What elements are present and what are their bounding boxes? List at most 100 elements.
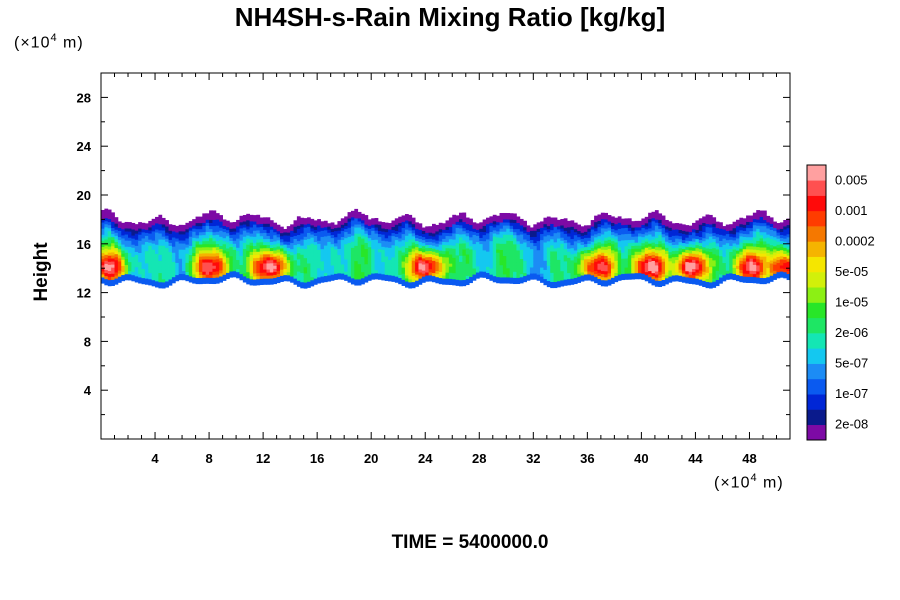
field-cell (668, 257, 673, 262)
field-cell (269, 232, 274, 236)
field-cell (219, 242, 223, 246)
field-cell (708, 233, 713, 237)
field-cell (209, 237, 213, 242)
field-cell (698, 273, 703, 277)
field-cell (550, 235, 554, 240)
field-cell (624, 267, 629, 271)
field-cell (462, 224, 467, 229)
field-cell (320, 224, 325, 228)
field-cell (719, 246, 723, 251)
field-cell (523, 226, 527, 231)
field-cell (175, 250, 180, 254)
field-cell (776, 253, 781, 257)
field-cell (442, 229, 446, 233)
field-cell (506, 261, 511, 266)
field-cell (273, 244, 278, 248)
field-cell (455, 224, 460, 228)
field-cell (114, 235, 119, 239)
field-cell (374, 275, 379, 280)
field-cell (756, 225, 761, 229)
field-cell (107, 212, 112, 217)
field-cell (107, 240, 112, 244)
field-cell (334, 264, 338, 268)
field-cell (334, 270, 338, 274)
field-cell (337, 260, 342, 265)
field-cell (492, 233, 497, 237)
field-cell (269, 269, 274, 273)
field-cell (502, 246, 507, 250)
field-cell (617, 265, 622, 269)
field-cell (361, 262, 365, 267)
field-cell (307, 263, 311, 267)
field-cell (347, 279, 352, 283)
field-cell (111, 267, 115, 271)
field-cell (101, 255, 105, 260)
field-cell (280, 278, 284, 282)
field-cell (151, 243, 156, 247)
field-cell (340, 248, 345, 253)
field-cell (124, 240, 129, 244)
field-cell (229, 265, 234, 269)
field-cell (492, 214, 497, 219)
field-cell (415, 277, 419, 281)
field-cell (540, 233, 544, 238)
field-cell (611, 259, 615, 263)
field-cell (779, 246, 784, 251)
field-cell (138, 243, 142, 247)
field-cell (641, 255, 646, 259)
field-cell (371, 251, 375, 256)
field-cell (567, 239, 571, 243)
field-cell (553, 260, 558, 264)
field-cell (506, 249, 511, 254)
field-cell (195, 244, 200, 248)
field-cell (357, 236, 362, 240)
field-cell (185, 241, 190, 245)
field-cell (567, 223, 571, 228)
field-cell (286, 241, 291, 245)
field-cell (307, 226, 311, 230)
field-cell (702, 219, 706, 223)
field-cell (658, 234, 663, 239)
field-cell (442, 238, 446, 242)
field-cell (361, 213, 365, 218)
field-cell (178, 264, 183, 268)
field-cell (415, 243, 419, 248)
field-cell (215, 231, 220, 235)
field-cell (675, 265, 679, 270)
field-cell (398, 247, 402, 251)
field-cell (421, 264, 426, 268)
field-cell (114, 262, 119, 267)
field-cell (462, 258, 467, 262)
field-cell (665, 250, 669, 254)
field-cell (472, 277, 477, 281)
field-cell (516, 240, 521, 245)
field-cell (151, 258, 156, 262)
field-cell (421, 230, 426, 235)
field-cell (303, 239, 308, 243)
field-cell (502, 222, 507, 226)
field-cell (158, 266, 163, 271)
field-cell (215, 277, 220, 281)
field-cell (431, 236, 436, 240)
field-cell (144, 269, 149, 273)
field-cell (148, 233, 153, 237)
field-cell (236, 223, 240, 227)
field-cell (232, 237, 237, 241)
field-cell (290, 279, 294, 283)
field-cell (121, 225, 126, 230)
field-cell (550, 275, 554, 279)
field-cell (506, 228, 511, 232)
field-cell (334, 258, 338, 262)
field-cell (692, 235, 696, 239)
field-cell (665, 226, 669, 230)
field-cell (611, 222, 615, 226)
field-cell (567, 254, 571, 258)
field-cell (236, 259, 240, 264)
field-cell (698, 224, 703, 228)
field-cell (259, 266, 264, 270)
field-cell (249, 251, 254, 255)
field-cell (529, 245, 534, 250)
field-cell (131, 259, 136, 264)
field-cell (756, 240, 761, 245)
field-cell (526, 243, 531, 248)
